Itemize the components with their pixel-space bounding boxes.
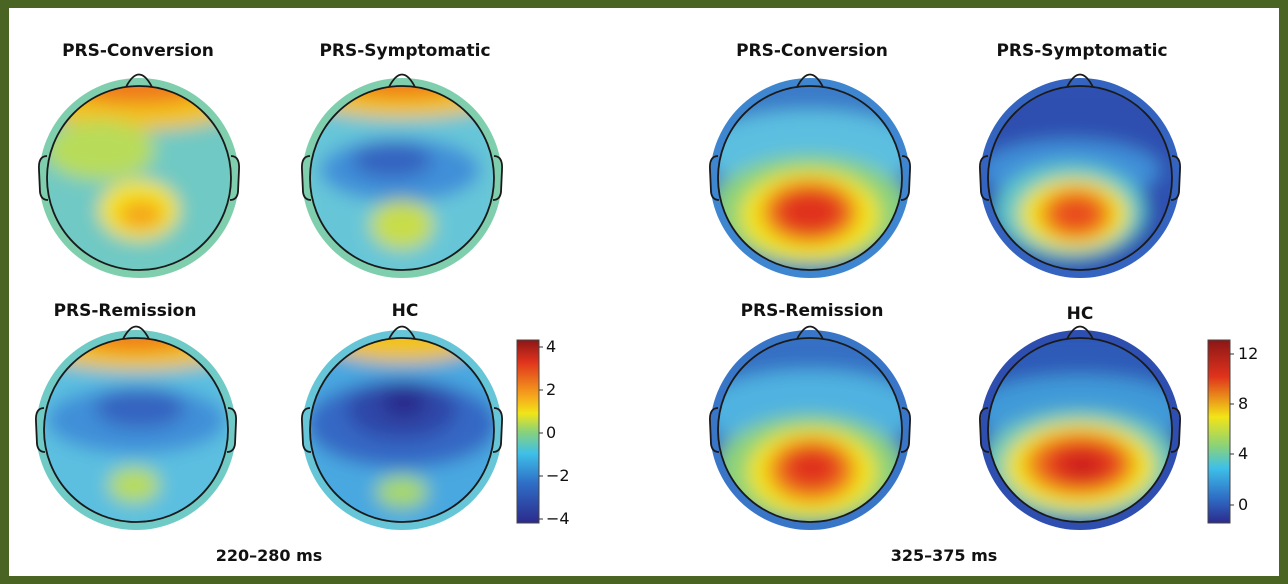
topomap-prs-conversion-late xyxy=(710,78,910,278)
head-outline xyxy=(38,73,240,271)
head-outline xyxy=(301,73,503,271)
topomap-hc-early xyxy=(302,330,502,530)
head-outline xyxy=(301,325,503,523)
colorbar-tick: 12 xyxy=(1238,344,1259,363)
head-outline xyxy=(979,325,1181,523)
colorbar-tick: 8 xyxy=(1238,394,1249,413)
topomap-hc-late xyxy=(980,330,1180,530)
colorbar-tick: 4 xyxy=(546,337,557,356)
map-title: HC xyxy=(391,301,419,321)
topomap-prs-remission-early xyxy=(36,330,236,530)
map-title: PRS-Conversion xyxy=(736,41,888,61)
head-outline xyxy=(709,73,911,271)
map-title: PRS-Symptomatic xyxy=(996,41,1168,61)
map-title: PRS-Conversion xyxy=(62,41,214,61)
time-window-label: 220–280 ms xyxy=(215,546,323,565)
topomap-prs-symptomatic-early xyxy=(302,78,502,278)
colorbar-tick: 4 xyxy=(1238,444,1249,463)
colorbar-tick: −4 xyxy=(546,509,570,528)
time-window-label: 325–375 ms xyxy=(890,546,998,565)
colorbar-tick: −2 xyxy=(546,466,570,485)
head-outline xyxy=(979,73,1181,271)
map-title: PRS-Symptomatic xyxy=(319,41,491,61)
colorbar-left xyxy=(516,339,540,524)
colorbar-tick: 2 xyxy=(546,380,557,399)
head-outlines xyxy=(35,73,1181,523)
head-outline xyxy=(709,325,911,523)
map-title: PRS-Remission xyxy=(53,301,197,321)
map-title: HC xyxy=(1066,304,1094,324)
topomap-prs-remission-late xyxy=(710,330,910,530)
colorbar-tick: 0 xyxy=(1238,495,1249,514)
colorbar-tick: 0 xyxy=(546,423,557,442)
colorbar-right xyxy=(1207,339,1231,524)
topomap-prs-symptomatic-late xyxy=(980,78,1180,278)
colorbar-ticks xyxy=(539,346,1234,520)
head-outline xyxy=(35,325,237,523)
topomap-prs-conversion-early xyxy=(39,78,239,278)
map-title: PRS-Remission xyxy=(740,301,884,321)
